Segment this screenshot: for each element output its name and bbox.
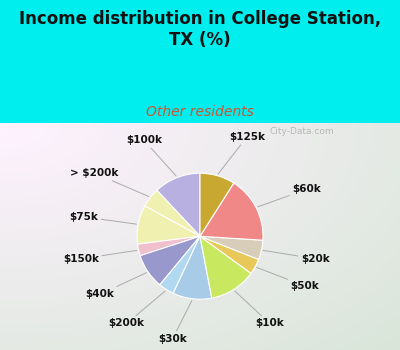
Text: $30k: $30k	[158, 301, 192, 344]
Text: > $200k: > $200k	[70, 168, 149, 197]
Wedge shape	[200, 236, 251, 298]
Wedge shape	[140, 236, 200, 285]
Wedge shape	[145, 190, 200, 236]
Text: $10k: $10k	[235, 291, 284, 328]
Text: City-Data.com: City-Data.com	[270, 127, 334, 136]
Text: $200k: $200k	[109, 291, 165, 328]
Wedge shape	[160, 236, 200, 293]
Text: $20k: $20k	[263, 250, 330, 264]
Wedge shape	[138, 236, 200, 256]
Wedge shape	[200, 183, 263, 240]
Text: $50k: $50k	[257, 267, 319, 291]
Text: $60k: $60k	[258, 184, 321, 207]
Text: $100k: $100k	[126, 135, 176, 176]
Text: Income distribution in College Station,
TX (%): Income distribution in College Station, …	[19, 10, 381, 49]
Text: $150k: $150k	[63, 250, 137, 264]
Text: $125k: $125k	[218, 132, 265, 174]
Text: $40k: $40k	[86, 273, 146, 299]
Wedge shape	[200, 236, 258, 273]
Wedge shape	[200, 173, 234, 236]
Wedge shape	[200, 236, 263, 259]
Wedge shape	[137, 206, 200, 244]
Wedge shape	[157, 173, 200, 236]
Wedge shape	[173, 236, 212, 299]
Text: Other residents: Other residents	[146, 105, 254, 119]
Text: $75k: $75k	[70, 212, 136, 224]
